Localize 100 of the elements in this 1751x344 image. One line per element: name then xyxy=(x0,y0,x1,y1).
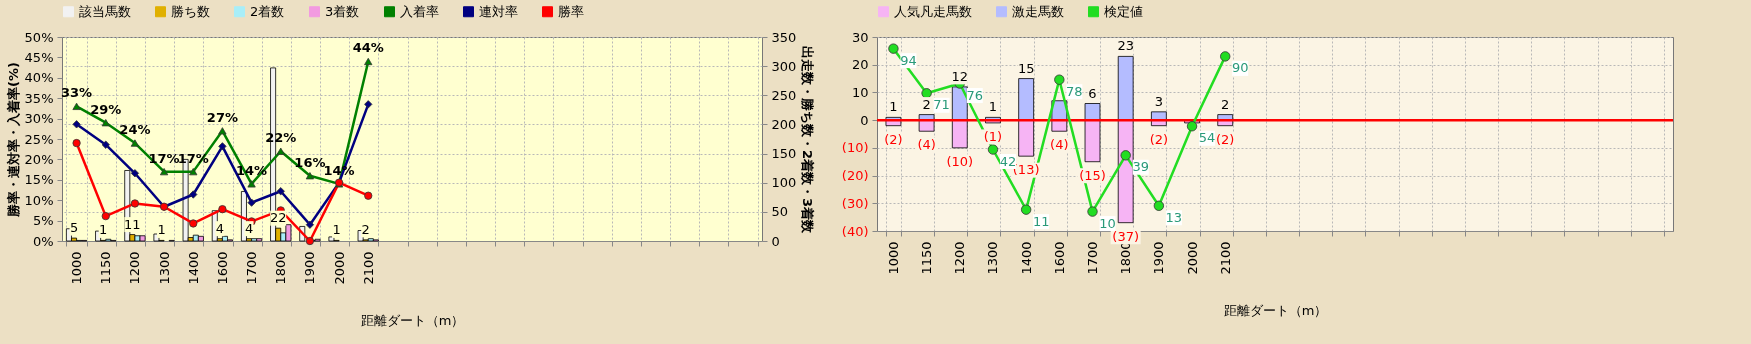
data-label: 90 xyxy=(1231,60,1249,76)
legend-label: 勝率 xyxy=(558,3,584,19)
x-tick-label: 1200 xyxy=(127,251,143,285)
x-tick-label: 1400 xyxy=(185,251,201,285)
y-tick-label: 10 xyxy=(851,84,869,100)
data-label: 16% xyxy=(294,154,326,170)
data-label: 5 xyxy=(69,220,79,236)
x-tick-label: 2000 xyxy=(1184,241,1200,275)
x-tick-label: 1300 xyxy=(156,251,172,285)
y-tick-label: 40% xyxy=(24,70,54,86)
x-tick-label: 2000 xyxy=(331,251,347,285)
x-tick-label: 1400 xyxy=(1018,241,1034,275)
data-label: 94 xyxy=(900,52,917,68)
legend-label: 3着数 xyxy=(325,3,360,19)
data-label: 29% xyxy=(90,101,122,117)
x-axis-title: 距離ダート（m） xyxy=(1223,302,1328,318)
data-label: (2) xyxy=(1216,131,1235,147)
data-label: 78 xyxy=(1066,83,1083,99)
y-tick-label: 10% xyxy=(24,192,54,208)
x-tick-label: 1800 xyxy=(273,251,289,285)
data-label: 1 xyxy=(332,222,341,238)
data-label: 33% xyxy=(61,85,93,101)
x-tick-label: 1600 xyxy=(1051,241,1067,275)
x-tick-label: 1200 xyxy=(952,241,968,275)
y-tick-label: 35% xyxy=(24,90,54,106)
y2-tick-label: 50 xyxy=(771,204,789,220)
data-label: (10) xyxy=(946,153,974,169)
y2-tick-label: 300 xyxy=(771,58,797,74)
y-tick-label: 25% xyxy=(24,131,54,147)
data-label: 10 xyxy=(1099,215,1116,231)
data-label: 1 xyxy=(988,99,998,115)
y-tick-label: 20% xyxy=(24,151,54,167)
x-tick-label: 2100 xyxy=(1217,241,1233,275)
data-label: 11 xyxy=(124,216,141,232)
y-tick-label: 45% xyxy=(24,49,54,65)
legend-label: 該当馬数 xyxy=(79,3,131,19)
data-label: (37) xyxy=(1112,228,1140,244)
data-label: 2 xyxy=(1221,96,1230,112)
data-label: 23 xyxy=(1117,38,1134,54)
data-label: 2 xyxy=(361,221,370,237)
legend-label: 連対率 xyxy=(479,3,518,19)
data-label: 27% xyxy=(206,109,238,125)
data-label: 76 xyxy=(966,87,984,103)
data-label: 15 xyxy=(1017,60,1035,76)
y2-tick-label: 150 xyxy=(771,146,797,162)
y2-axis-title: 出走数・勝ち数・2着数・3着数 xyxy=(800,45,816,235)
x-tick-label: 1700 xyxy=(244,251,260,285)
x-tick-label: 1150 xyxy=(98,251,114,285)
data-label: 44% xyxy=(352,40,384,56)
y-tick-label: (10) xyxy=(841,140,869,156)
x-tick-label: 1000 xyxy=(885,241,901,275)
data-label: 4 xyxy=(244,220,254,236)
data-label: (4) xyxy=(1050,137,1069,153)
data-label: 12 xyxy=(951,68,969,84)
legend-label: 2着数 xyxy=(250,3,285,19)
data-label: 71 xyxy=(933,97,950,113)
y2-tick-label: 250 xyxy=(771,87,797,103)
x-tick-label: 1900 xyxy=(302,251,318,285)
data-label: 24% xyxy=(119,122,151,138)
x-tick-label: 1900 xyxy=(1151,241,1167,275)
legend-label: 激走馬数 xyxy=(1012,3,1064,19)
data-label: (2) xyxy=(884,131,903,147)
y-tick-label: 30% xyxy=(24,111,54,127)
data-label: (15) xyxy=(1079,167,1106,183)
x-tick-label: 1700 xyxy=(1085,241,1101,275)
legend-label: 勝ち数 xyxy=(171,3,210,19)
y2-tick-label: 0 xyxy=(771,233,780,249)
x-tick-label: 1150 xyxy=(919,241,935,275)
y2-tick-label: 350 xyxy=(771,29,797,45)
data-label: 3 xyxy=(1154,93,1164,109)
y-tick-label: 20 xyxy=(851,57,869,73)
data-label: 1 xyxy=(99,222,108,238)
x-tick-label: 1600 xyxy=(214,251,230,285)
data-label: (2) xyxy=(1149,131,1169,147)
y-tick-label: 0% xyxy=(32,233,54,249)
data-label: 2 xyxy=(922,96,931,112)
data-label: 54 xyxy=(1198,130,1216,146)
x-axis-title: 距離ダート（m） xyxy=(360,312,465,328)
data-label: 39 xyxy=(1132,159,1149,175)
x-tick-label: 2100 xyxy=(360,251,376,285)
y-tick-label: (40) xyxy=(841,223,869,239)
x-tick-label: 1300 xyxy=(985,241,1001,275)
data-label: 4 xyxy=(215,220,225,236)
legend-label: 検定値 xyxy=(1104,3,1143,19)
y-tick-label: 0 xyxy=(860,112,869,128)
y-axis-title: 勝率・連対率・入着率(%) xyxy=(5,62,21,218)
data-label: 13 xyxy=(1165,209,1183,225)
y2-tick-label: 100 xyxy=(771,175,797,191)
data-label: (1) xyxy=(983,128,1003,144)
legend-label: 人気凡走馬数 xyxy=(894,3,972,19)
data-label: 22 xyxy=(269,210,287,226)
y-tick-label: (30) xyxy=(841,195,869,211)
x-tick-label: 1000 xyxy=(69,251,85,285)
data-label: 1 xyxy=(889,99,898,115)
data-label: 11 xyxy=(1032,213,1050,229)
data-label: 42 xyxy=(999,153,1017,169)
y-tick-label: 30 xyxy=(851,29,869,45)
y-tick-label: 5% xyxy=(32,213,54,229)
y-tick-label: 15% xyxy=(24,172,54,188)
data-label: (4) xyxy=(917,137,936,153)
